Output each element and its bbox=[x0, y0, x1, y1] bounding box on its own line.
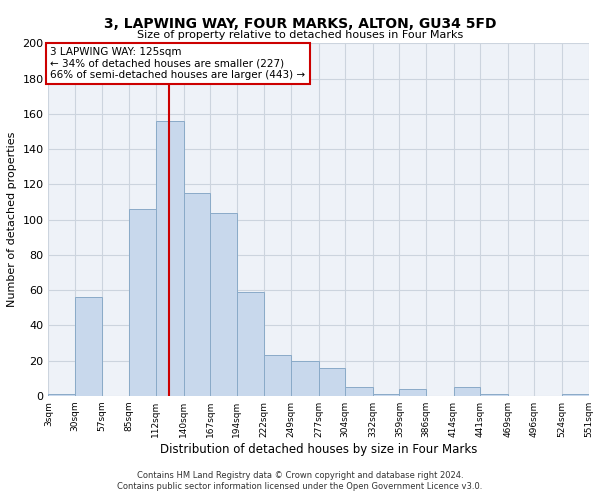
Bar bbox=[237, 292, 265, 396]
Text: 3 LAPWING WAY: 125sqm
← 34% of detached houses are smaller (227)
66% of semi-det: 3 LAPWING WAY: 125sqm ← 34% of detached … bbox=[50, 47, 305, 80]
Text: 3, LAPWING WAY, FOUR MARKS, ALTON, GU34 5FD: 3, LAPWING WAY, FOUR MARKS, ALTON, GU34 … bbox=[104, 18, 496, 32]
Y-axis label: Number of detached properties: Number of detached properties bbox=[7, 132, 17, 308]
Bar bbox=[75, 297, 102, 396]
Bar bbox=[291, 360, 319, 396]
Bar bbox=[400, 388, 426, 396]
Bar bbox=[373, 394, 400, 396]
Bar bbox=[562, 394, 589, 396]
Bar bbox=[156, 121, 184, 396]
Bar bbox=[129, 209, 156, 396]
Bar bbox=[480, 394, 508, 396]
Bar bbox=[265, 355, 291, 396]
Text: Contains public sector information licensed under the Open Government Licence v3: Contains public sector information licen… bbox=[118, 482, 482, 491]
Bar bbox=[345, 387, 373, 396]
X-axis label: Distribution of detached houses by size in Four Marks: Distribution of detached houses by size … bbox=[160, 442, 477, 456]
Bar bbox=[210, 212, 237, 396]
Bar bbox=[184, 193, 210, 396]
Text: Contains HM Land Registry data © Crown copyright and database right 2024.: Contains HM Land Registry data © Crown c… bbox=[137, 471, 463, 480]
Bar bbox=[49, 394, 75, 396]
Bar bbox=[319, 368, 345, 396]
Text: Size of property relative to detached houses in Four Marks: Size of property relative to detached ho… bbox=[137, 30, 463, 40]
Bar bbox=[454, 387, 480, 396]
